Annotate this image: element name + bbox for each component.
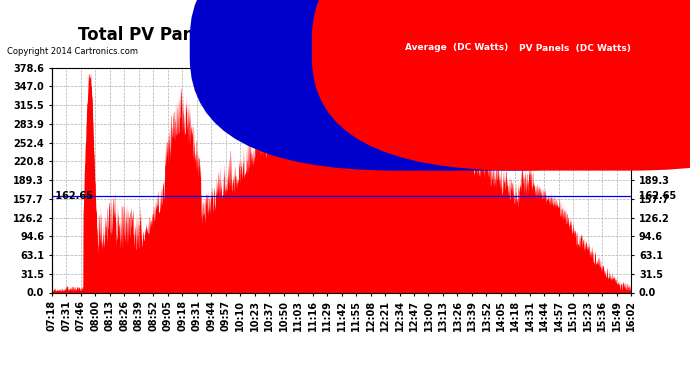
Text: Total PV Panel Power & Average Power Thu Dec 18 16:10: Total PV Panel Power & Average Power Thu… <box>78 26 612 44</box>
Text: PV Panels  (DC Watts): PV Panels (DC Watts) <box>519 44 631 52</box>
Text: Copyright 2014 Cartronics.com: Copyright 2014 Cartronics.com <box>7 47 138 56</box>
Text: 162.65: 162.65 <box>52 191 92 201</box>
Text: Average  (DC Watts): Average (DC Watts) <box>405 44 509 52</box>
Text: 162.65: 162.65 <box>632 191 676 201</box>
